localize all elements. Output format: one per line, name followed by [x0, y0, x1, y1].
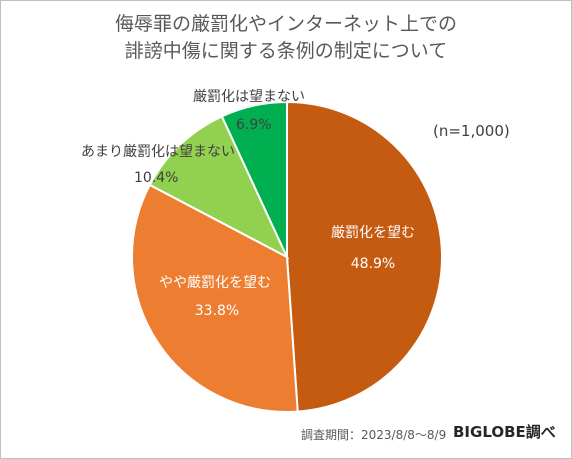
pie-slice-0	[286, 100, 443, 413]
survey-period: 調査期間：2023/8/8～8/9	[301, 428, 447, 442]
slice-label-2: あまり厳罰化は望まない	[81, 144, 235, 160]
slice-label-3: 厳罰化は望まない	[193, 89, 305, 105]
chart-title: 侮辱罪の厳罰化やインターネット上での 誹謗中傷に関する条例の制定について	[1, 11, 571, 65]
source-brand: BIGLOBE調べ	[453, 423, 556, 441]
slice-label-0: 厳罰化を望む	[331, 225, 415, 241]
pie-slice-3	[220, 100, 288, 258]
slice-value-0: 48.9%	[350, 256, 396, 272]
slice-value-2: 10.4%	[134, 170, 179, 186]
sample-size-note: (n=1,000)	[433, 122, 510, 140]
pie-slice-2	[148, 115, 290, 260]
slice-value-3: 6.9%	[236, 117, 272, 133]
slice-label-1: やや厳罰化を望む	[159, 275, 271, 291]
slice-value-1: 33.8%	[194, 303, 240, 319]
chart-title-line-1: 侮辱罪の厳罰化やインターネット上での	[114, 13, 457, 35]
chart-title-line-2: 誹謗中傷に関する条例の制定について	[124, 40, 448, 62]
